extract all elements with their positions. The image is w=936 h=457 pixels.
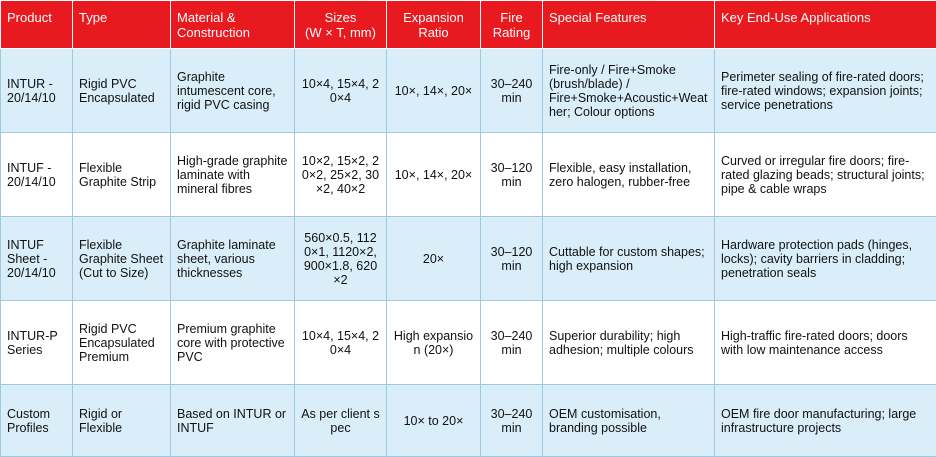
cell-expansion: 10×, 14×, 20× — [387, 133, 481, 217]
cell-material: Graphite laminate sheet, various thickne… — [171, 217, 295, 301]
cell-type: Flexible Graphite Sheet (Cut to Size) — [73, 217, 171, 301]
cell-special-features: Fire-only / Fire+Smoke (brush/blade) / F… — [543, 49, 715, 133]
cell-fire-rating: 30–240 min — [481, 49, 543, 133]
cell-sizes: As per client spec — [295, 385, 387, 457]
table-row: INTUR-P Series Rigid PVC Encapsulated Pr… — [1, 301, 936, 385]
cell-type: Rigid or Flexible — [73, 385, 171, 457]
cell-sizes: 560×0.5, 1120×1, 1120×2, 900×1.8, 620×2 — [295, 217, 387, 301]
table-row: Custom Profiles Rigid or Flexible Based … — [1, 385, 936, 457]
cell-applications: High-traffic fire-rated doors; doors wit… — [715, 301, 936, 385]
cell-expansion: 20× — [387, 217, 481, 301]
cell-fire-rating: 30–240 min — [481, 385, 543, 457]
cell-special-features: Flexible, easy installation, zero haloge… — [543, 133, 715, 217]
cell-sizes: 10×4, 15×4, 20×4 — [295, 49, 387, 133]
col-header-type: Type — [73, 1, 171, 49]
cell-special-features: Cuttable for custom shapes; high expansi… — [543, 217, 715, 301]
col-header-fire-rating: Fire Rating — [481, 1, 543, 49]
cell-fire-rating: 30–120 min — [481, 217, 543, 301]
col-header-material: Material & Construction — [171, 1, 295, 49]
table-row: INTUF - 20/14/10 Flexible Graphite Strip… — [1, 133, 936, 217]
table-row: INTUF Sheet - 20/14/10 Flexible Graphite… — [1, 217, 936, 301]
cell-type: Rigid PVC Encapsulated — [73, 49, 171, 133]
col-header-product: Product — [1, 1, 73, 49]
cell-material: Based on INTUR or INTUF — [171, 385, 295, 457]
cell-material: Graphite intumescent core, rigid PVC cas… — [171, 49, 295, 133]
col-header-special-features: Special Features — [543, 1, 715, 49]
cell-product: INTUF - 20/14/10 — [1, 133, 73, 217]
cell-product: INTUR - 20/14/10 — [1, 49, 73, 133]
cell-material: Premium graphite core with protective PV… — [171, 301, 295, 385]
col-header-sizes: Sizes (W × T, mm) — [295, 1, 387, 49]
cell-applications: Hardware protection pads (hinges, locks)… — [715, 217, 936, 301]
cell-applications: Curved or irregular fire doors; fire-rat… — [715, 133, 936, 217]
cell-product: Custom Profiles — [1, 385, 73, 457]
cell-type: Flexible Graphite Strip — [73, 133, 171, 217]
cell-applications: OEM fire door manufacturing; large infra… — [715, 385, 936, 457]
cell-product: INTUF Sheet - 20/14/10 — [1, 217, 73, 301]
cell-expansion: 10×, 14×, 20× — [387, 49, 481, 133]
cell-material: High-grade graphite laminate with minera… — [171, 133, 295, 217]
cell-special-features: Superior durability; high adhesion; mult… — [543, 301, 715, 385]
cell-sizes: 10×2, 15×2, 20×2, 25×2, 30×2, 40×2 — [295, 133, 387, 217]
table-row: INTUR - 20/14/10 Rigid PVC Encapsulated … — [1, 49, 936, 133]
col-header-applications: Key End-Use Applications — [715, 1, 936, 49]
col-header-expansion: Expansion Ratio — [387, 1, 481, 49]
cell-sizes: 10×4, 15×4, 20×4 — [295, 301, 387, 385]
cell-expansion: 10× to 20× — [387, 385, 481, 457]
cell-expansion: High expansion (20×) — [387, 301, 481, 385]
cell-fire-rating: 30–240 min — [481, 301, 543, 385]
cell-special-features: OEM customisation, branding possible — [543, 385, 715, 457]
cell-product: INTUR-P Series — [1, 301, 73, 385]
cell-type: Rigid PVC Encapsulated Premium — [73, 301, 171, 385]
cell-fire-rating: 30–120 min — [481, 133, 543, 217]
header-row: Product Type Material & Construction Siz… — [1, 1, 936, 49]
cell-applications: Perimeter sealing of fire-rated doors; f… — [715, 49, 936, 133]
